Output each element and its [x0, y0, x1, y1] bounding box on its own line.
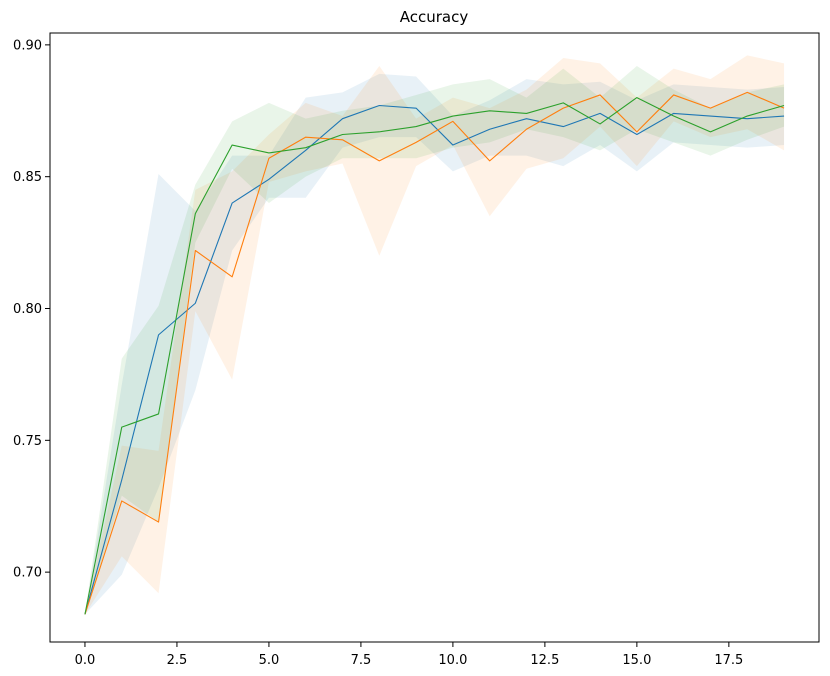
confidence-bands [84, 55, 785, 615]
series-1-line [84, 104, 785, 615]
x-tick-label: 17.5 [714, 653, 743, 668]
series-3-band [84, 65, 785, 615]
x-tick-label: 10.0 [438, 653, 467, 668]
y-tick-label: 0.90 [13, 38, 42, 53]
y-axis: 0.70 0.75 0.80 0.85 0.90 [13, 38, 50, 581]
x-tick-label: 0.0 [75, 653, 96, 668]
x-tick-label: 15.0 [622, 653, 651, 668]
y-tick-label: 0.85 [13, 170, 42, 185]
x-axis: 0.0 2.5 5.0 7.5 10.0 12.5 15.0 17.5 [75, 642, 743, 668]
y-tick-label: 0.75 [13, 434, 42, 449]
series-2-band [84, 55, 785, 615]
x-tick-label: 12.5 [530, 653, 559, 668]
x-tick-label: 5.0 [259, 653, 280, 668]
x-tick-label: 7.5 [351, 653, 372, 668]
y-tick-label: 0.70 [13, 566, 42, 581]
chart-title: Accuracy [400, 8, 469, 26]
series-1-band [84, 73, 785, 615]
series-lines [84, 91, 785, 615]
y-tick-label: 0.80 [13, 302, 42, 317]
x-tick-label: 2.5 [167, 653, 188, 668]
plot-frame [49, 32, 820, 643]
series-2-line [84, 91, 785, 615]
series-3-line [84, 97, 785, 615]
